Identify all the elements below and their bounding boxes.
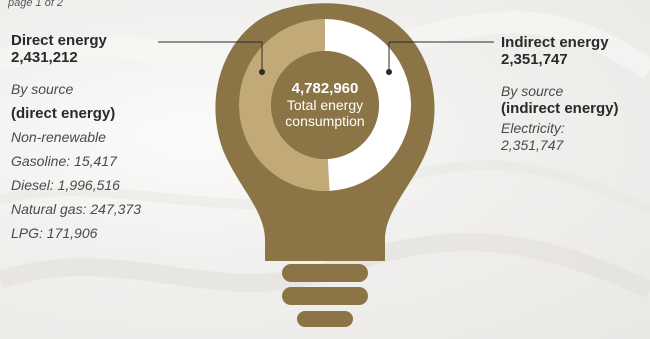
direct-item-diesel: Diesel: 1,996,516 [11, 177, 120, 193]
total-energy-label-line2: consumption [285, 113, 365, 129]
direct-item-gasoline: Gasoline: 15,417 [11, 153, 117, 169]
bulb-screw-band [297, 311, 353, 327]
direct-energy-value: 2,431,212 [11, 49, 78, 66]
direct-by-source-bold: (direct energy) [11, 105, 116, 122]
direct-by-source: By source [11, 81, 74, 97]
total-energy-value: 4,782,960 [291, 80, 359, 97]
indirect-energy-value: 2,351,747 [501, 51, 568, 68]
bulb-screw-band [282, 264, 368, 282]
indirect-energy-label: Indirect energy [501, 34, 609, 51]
indirect-by-source: By source [501, 83, 564, 99]
direct-item-natural-gas: Natural gas: 247,373 [11, 201, 141, 217]
page-caption: page 1 of 2 [8, 0, 64, 9]
direct-energy-label: Direct energy [11, 32, 107, 49]
total-energy-label-line1: Total energy [286, 97, 364, 113]
leader-dot-direct [259, 69, 265, 75]
donut-center-text: 4,782,960 Total energy consumption [265, 80, 385, 129]
bulb-screw-band [282, 287, 368, 305]
direct-category: Non-renewable [11, 129, 106, 145]
indirect-item-electricity: Electricity: [501, 120, 565, 136]
leader-dot-indirect [386, 69, 392, 75]
indirect-by-source-bold: (indirect energy) [501, 100, 619, 117]
indirect-energy-panel: Indirect energy 2,351,747 By source (ind… [501, 34, 649, 154]
direct-item-lpg: LPG: 171,906 [11, 225, 98, 241]
direct-energy-panel: Direct energy 2,431,212 By source (direc… [11, 32, 211, 242]
indirect-item-electricity-value: 2,351,747 [501, 137, 564, 153]
donut-center-disc [271, 51, 379, 159]
